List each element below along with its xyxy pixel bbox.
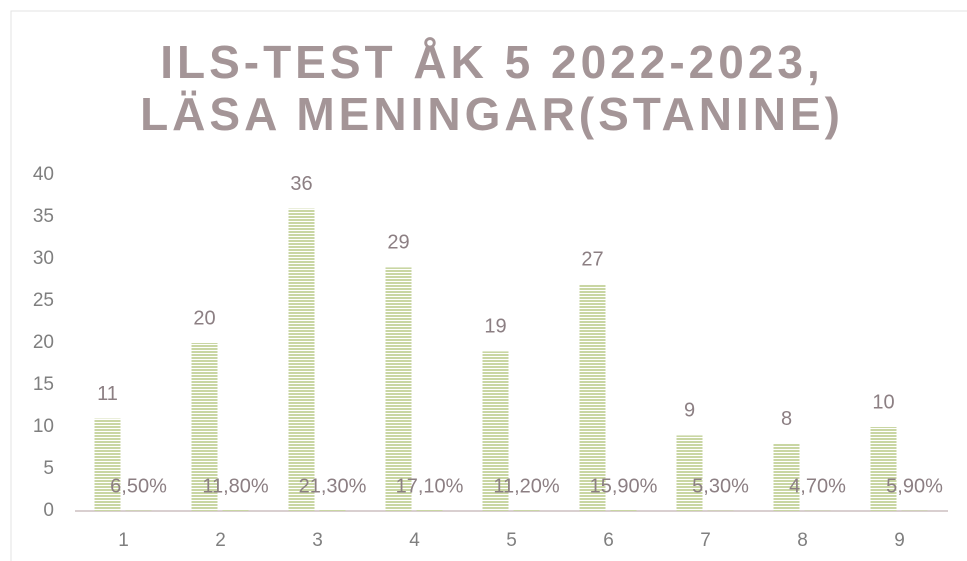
y-tick-label: 40	[33, 164, 54, 185]
y-tick-label: 30	[33, 248, 54, 269]
data-label: 20	[193, 307, 215, 329]
bar	[191, 343, 218, 511]
y-tick-label: 10	[33, 416, 54, 437]
x-tick-label: 7	[700, 530, 711, 551]
bar	[513, 510, 540, 511]
data-label: 4,70%	[789, 475, 846, 497]
data-label: 6,50%	[110, 475, 167, 497]
data-label: 11	[97, 383, 118, 405]
data-label: 17,10%	[396, 475, 464, 497]
bar	[94, 418, 121, 511]
data-label: 21,30%	[299, 475, 367, 497]
bar	[870, 427, 897, 511]
bar	[125, 510, 152, 511]
bar	[416, 509, 443, 511]
bar	[676, 435, 703, 511]
y-tick-label: 20	[33, 332, 54, 353]
data-label: 11,20%	[493, 475, 560, 497]
bar	[482, 351, 509, 511]
bar	[579, 284, 606, 511]
data-label: 27	[581, 248, 603, 270]
y-tick-label: 25	[33, 290, 54, 311]
bar	[222, 510, 249, 511]
x-tick-label: 1	[118, 530, 129, 551]
data-label: 11,80%	[202, 475, 269, 497]
data-label: 15,90%	[590, 475, 658, 497]
bar	[610, 509, 637, 511]
data-label: 8	[781, 408, 792, 430]
chart-title: LÄSA MENINGAR(STANINE)	[140, 88, 844, 140]
bar	[385, 267, 412, 511]
x-tick-label: 4	[409, 530, 420, 551]
data-label: 36	[290, 173, 312, 195]
y-tick-label: 35	[33, 206, 54, 227]
bar	[773, 443, 800, 511]
x-tick-label: 5	[506, 530, 517, 551]
data-label: 19	[484, 316, 506, 338]
data-label: 9	[684, 400, 695, 422]
data-label: 10	[872, 391, 894, 413]
x-tick-label: 3	[312, 530, 323, 551]
y-tick-label: 15	[33, 374, 54, 395]
bar	[288, 208, 315, 511]
data-label: 5,30%	[692, 475, 749, 497]
x-tick-label: 6	[603, 530, 614, 551]
x-tick-label: 9	[894, 530, 905, 551]
chart-title: ILS-TEST ÅK 5 2022-2023,	[160, 36, 824, 88]
y-tick-label: 0	[43, 500, 54, 521]
chart-border	[10, 10, 967, 561]
x-tick-label: 8	[797, 530, 808, 551]
y-tick-label: 5	[43, 458, 54, 479]
data-label: 29	[387, 232, 409, 254]
bar	[319, 509, 346, 511]
x-tick-label: 2	[215, 530, 226, 551]
data-label: 5,90%	[886, 475, 943, 497]
